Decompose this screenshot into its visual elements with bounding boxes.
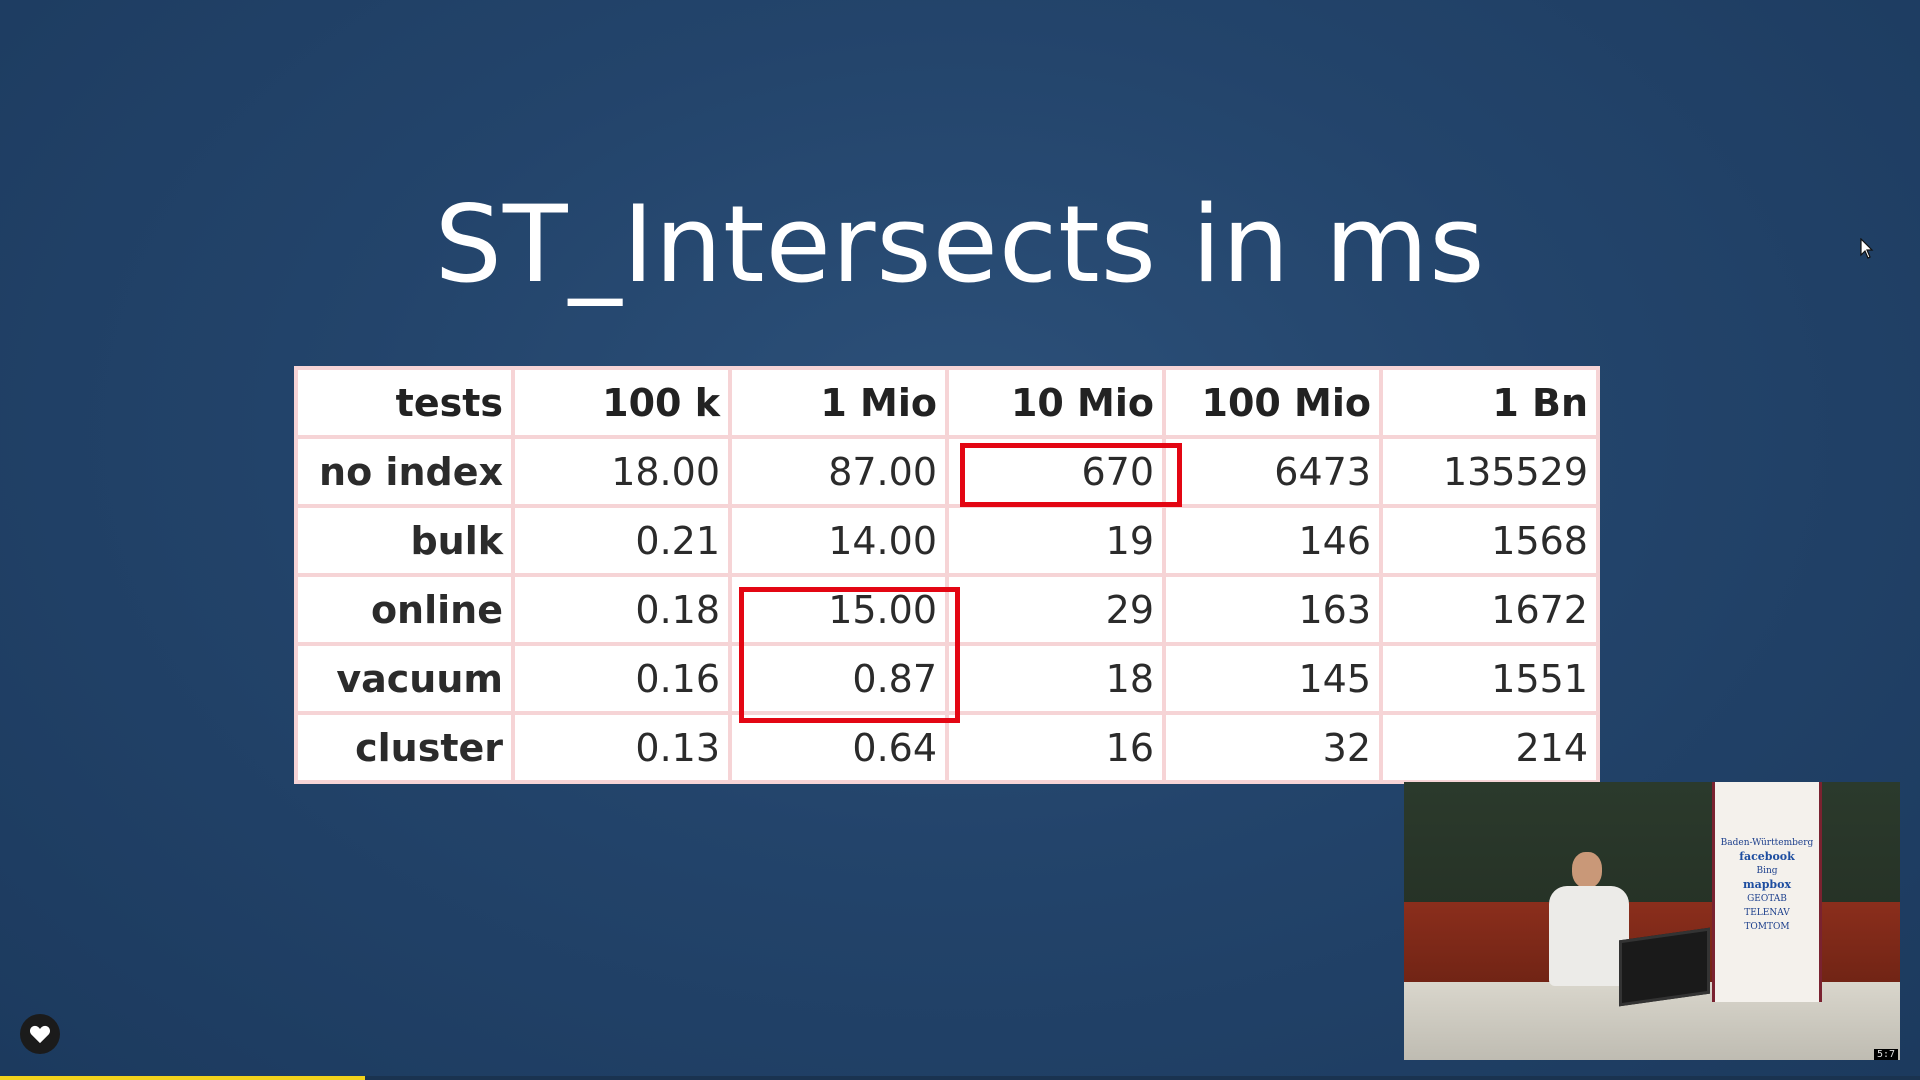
banner-line: Baden-Württemberg: [1720, 838, 1814, 848]
banner-line: TOMTOM: [1744, 922, 1790, 932]
banner-line: facebook: [1739, 850, 1795, 863]
chalkboard: [1404, 782, 1900, 912]
table-cell: 0.16: [515, 646, 728, 711]
banner-line: GEOTAB: [1747, 894, 1787, 904]
like-button[interactable]: [20, 1014, 60, 1054]
table-cell: 19: [949, 508, 1162, 573]
row-label: cluster: [298, 715, 511, 780]
table-cell: 0.18: [515, 577, 728, 642]
table-header-row: tests 100 k 1 Mio 10 Mio 100 Mio 1 Bn: [298, 370, 1596, 435]
table-cell: 16: [949, 715, 1162, 780]
table-row: vacuum 0.16 0.87 18 145 1551: [298, 646, 1596, 711]
table-cell: 214: [1383, 715, 1596, 780]
table-cell: 0.64: [732, 715, 945, 780]
speaker-video-overlay[interactable]: Baden-Württemberg facebook Bing mapbox G…: [1404, 782, 1900, 1060]
table-cell: 18.00: [515, 439, 728, 504]
heart-icon: [29, 1025, 51, 1044]
monitor: [1619, 927, 1710, 1007]
table-row: online 0.18 15.00 29 163 1672: [298, 577, 1596, 642]
table-cell: 87.00: [732, 439, 945, 504]
table-row: no index 18.00 87.00 670 6473 135529: [298, 439, 1596, 504]
table-cell: 32: [1166, 715, 1379, 780]
sponsor-banner: Baden-Württemberg facebook Bing mapbox G…: [1712, 782, 1822, 1002]
slide-title: ST_Intersects in ms: [434, 183, 1486, 307]
table-cell: 0.13: [515, 715, 728, 780]
banner-line: mapbox: [1742, 878, 1792, 891]
row-label: vacuum: [298, 646, 511, 711]
column-header-100k: 100 k: [515, 370, 728, 435]
table-cell: 14.00: [732, 508, 945, 573]
video-counter: 5:7: [1873, 1049, 1898, 1060]
table-cell: 0.87: [732, 646, 945, 711]
table-cell: 163: [1166, 577, 1379, 642]
table-cell: 6473: [1166, 439, 1379, 504]
speaker-head: [1572, 852, 1602, 888]
speaker-figure: [1544, 852, 1634, 1002]
table-cell: 29: [949, 577, 1162, 642]
row-label: online: [298, 577, 511, 642]
table-cell: 1551: [1383, 646, 1596, 711]
banner-line: Bing: [1756, 866, 1778, 876]
table-cell: 1568: [1383, 508, 1596, 573]
row-label: bulk: [298, 508, 511, 573]
table-cell: 0.21: [515, 508, 728, 573]
table-cell: 15.00: [732, 577, 945, 642]
column-header-tests: tests: [298, 370, 511, 435]
table-cell: 1672: [1383, 577, 1596, 642]
banner-line: TELENAV: [1744, 908, 1790, 918]
table-row: cluster 0.13 0.64 16 32 214: [298, 715, 1596, 780]
column-header-100mio: 100 Mio: [1166, 370, 1379, 435]
video-progress-fill: [0, 1076, 365, 1080]
video-progress-bar[interactable]: [0, 1076, 1920, 1080]
table-cell: 145: [1166, 646, 1379, 711]
table-cell: 18: [949, 646, 1162, 711]
row-label: no index: [298, 439, 511, 504]
column-header-1bn: 1 Bn: [1383, 370, 1596, 435]
speaker-body: [1549, 886, 1629, 986]
results-table: tests 100 k 1 Mio 10 Mio 100 Mio 1 Bn no…: [294, 366, 1600, 784]
table-cell: 146: [1166, 508, 1379, 573]
table-cell: 670: [949, 439, 1162, 504]
column-header-10mio: 10 Mio: [949, 370, 1162, 435]
table-row: bulk 0.21 14.00 19 146 1568: [298, 508, 1596, 573]
column-header-1mio: 1 Mio: [732, 370, 945, 435]
table-cell: 135529: [1383, 439, 1596, 504]
